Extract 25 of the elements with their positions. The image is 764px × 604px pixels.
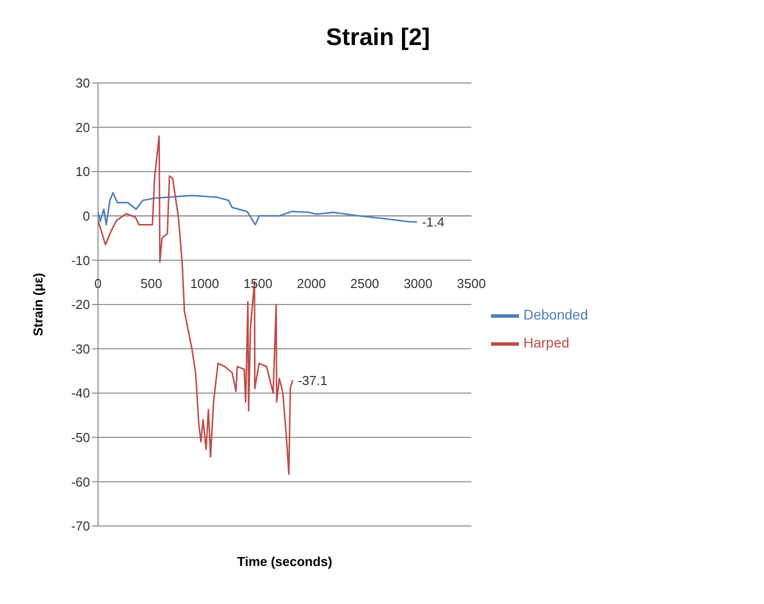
y-axis-title: Strain (με) [30,272,46,336]
y-tick-label: -40 [71,386,90,401]
x-tick-label: 500 [140,276,162,291]
legend-label: Harped [523,334,570,351]
y-tick-label: -50 [71,430,90,446]
line-series [98,192,418,226]
y-tick-label: 0 [82,208,90,224]
x-axis-title: Time (seconds) [237,554,332,569]
y-tick-label: -20 [71,297,90,312]
y-tick-label: 20 [76,120,90,135]
y-tick-label: -10 [71,252,90,268]
y-tick-label: -30 [71,341,90,356]
x-tick-label: 2000 [296,276,326,291]
annotation: -37.1 [298,372,328,388]
y-tick-label: -60 [71,474,90,490]
x-tick-label: 3500 [456,276,486,291]
annotation: -1.4 [422,214,444,230]
x-tick-label: 3000 [404,276,432,291]
x-tick-label: 2500 [350,276,380,291]
y-tick-label: 30 [76,76,90,91]
chart-title: Strain [2] [324,23,431,53]
y-tick-label: -70 [71,518,90,534]
x-tick-label: 1000 [190,276,220,291]
legend-label: Debonded [523,306,588,323]
y-tick-label: 10 [76,164,90,180]
